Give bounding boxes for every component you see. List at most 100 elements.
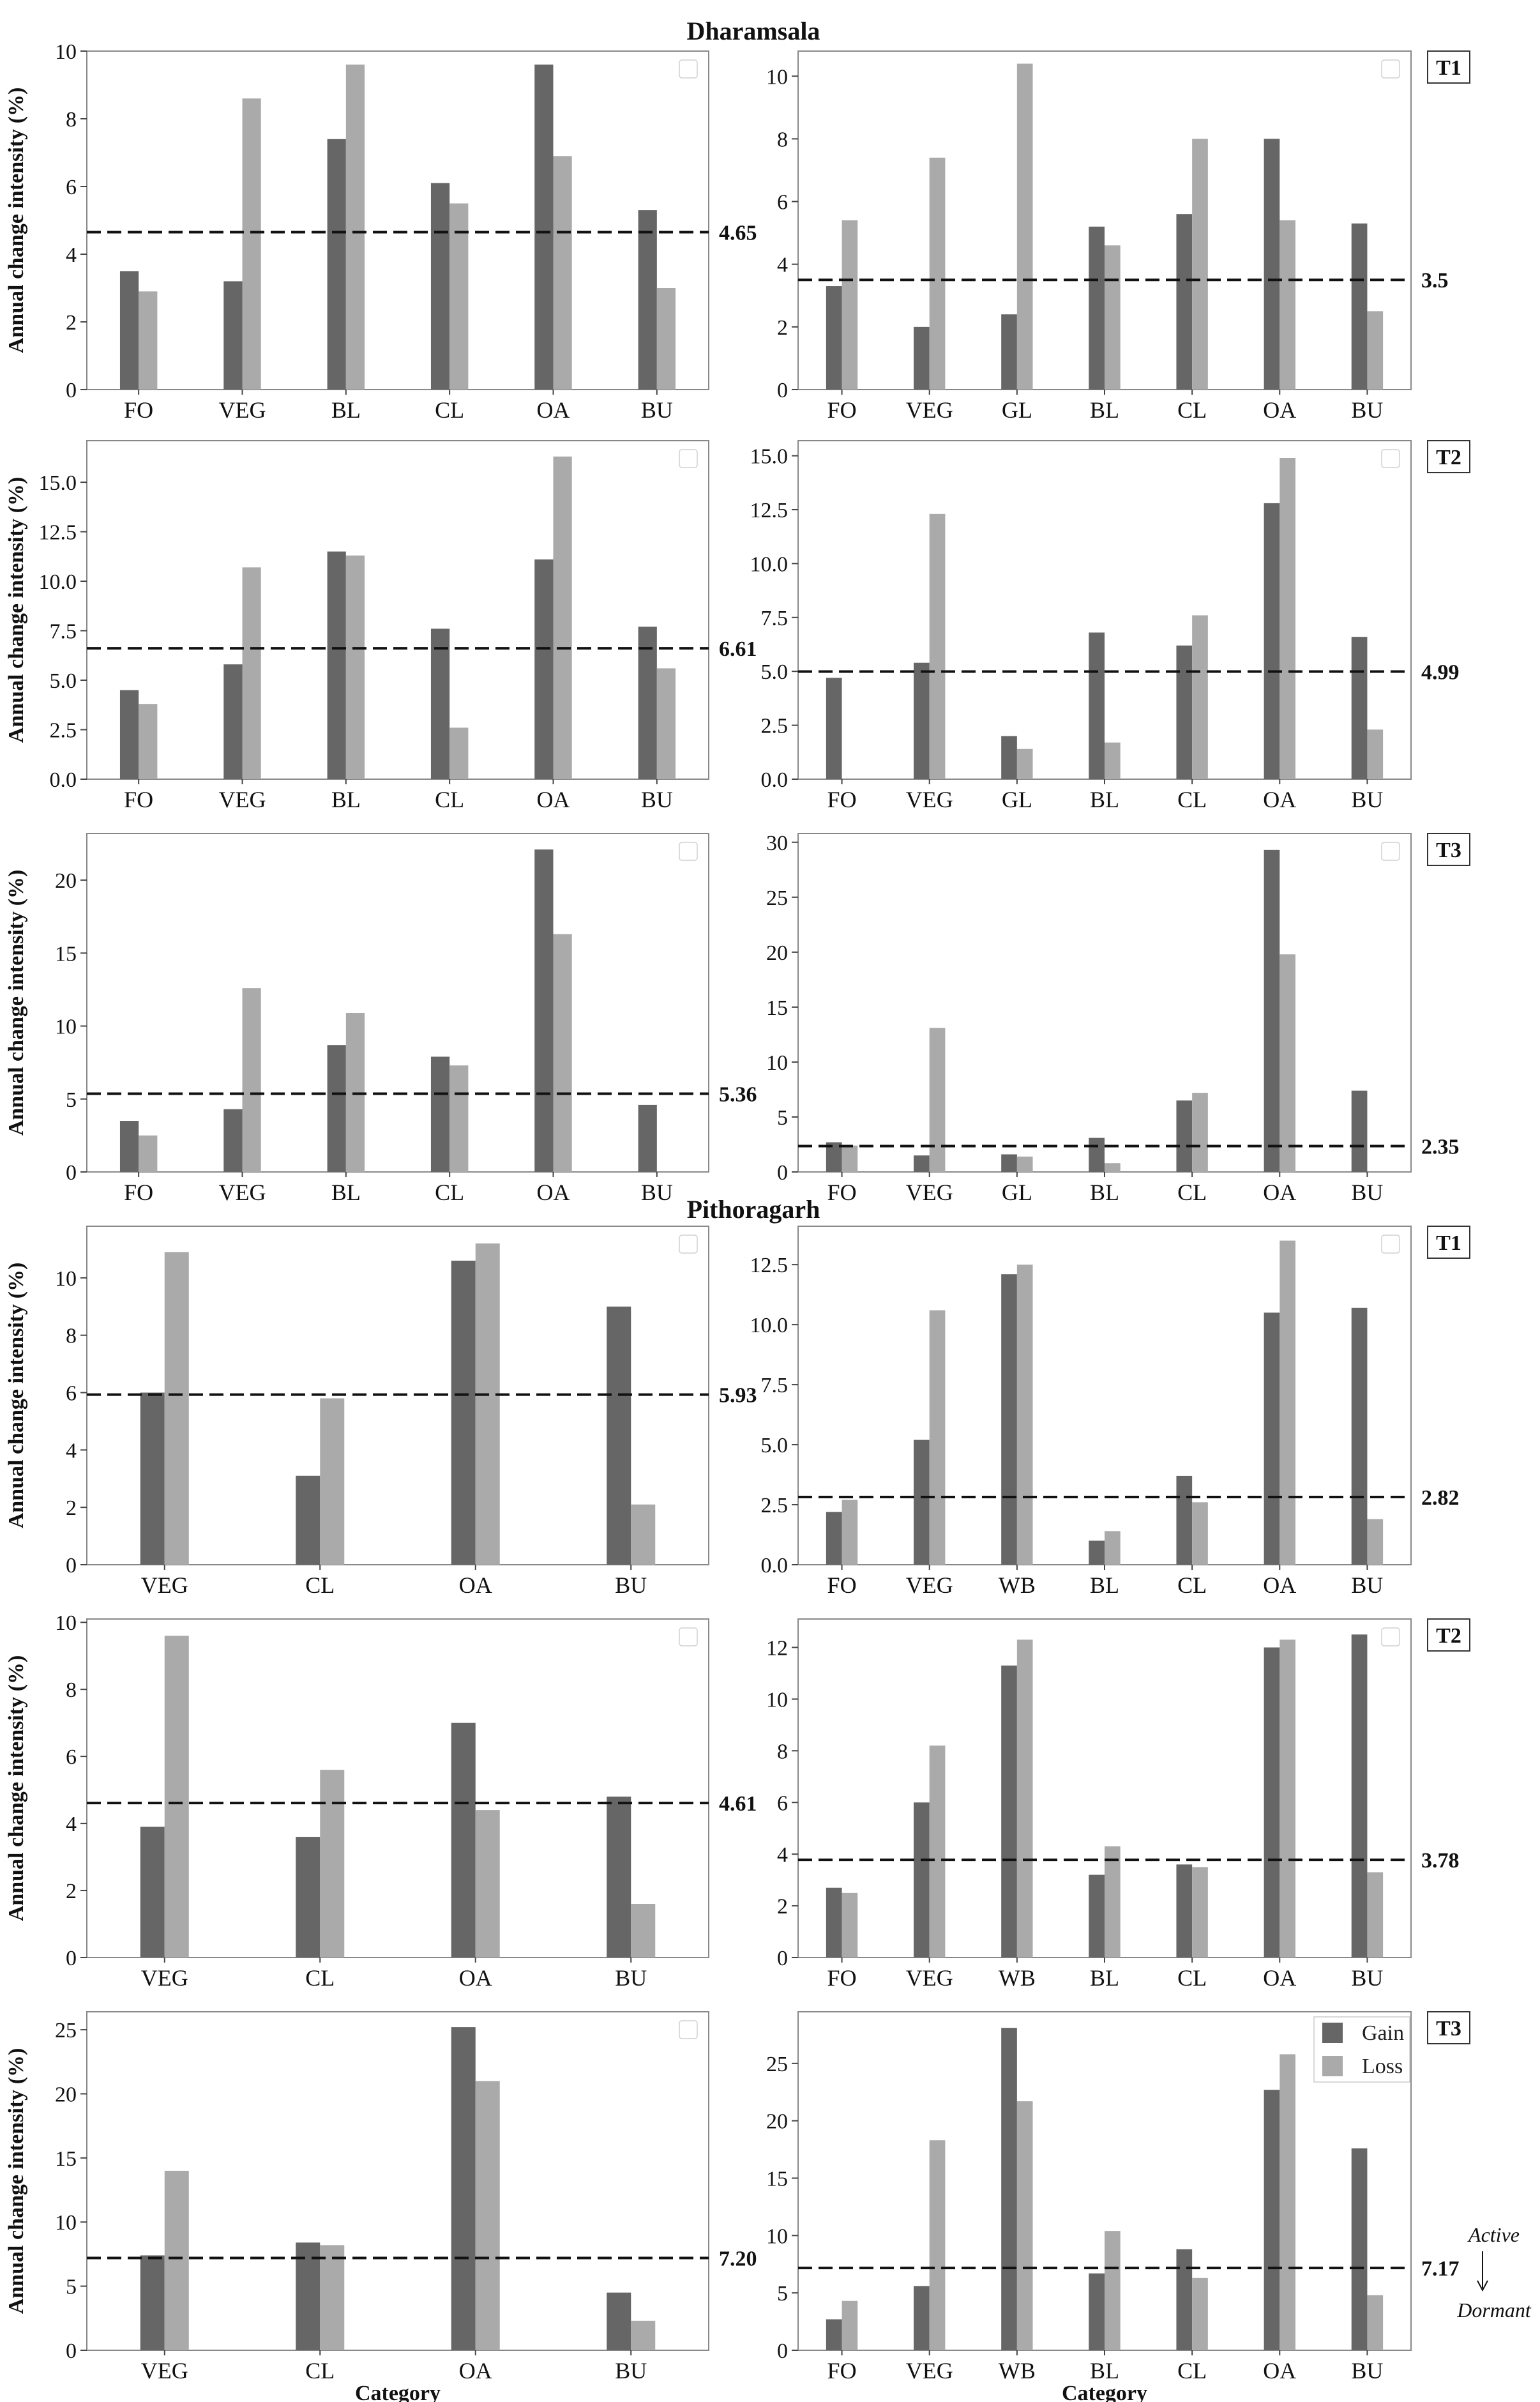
x-tick-label-cl: CL bbox=[1177, 1572, 1207, 1598]
bar-loss-bu bbox=[1367, 1519, 1384, 1565]
bar-loss-fo bbox=[842, 220, 858, 390]
x-tick-label-bl: BL bbox=[1090, 1965, 1119, 1991]
active-label: Active bbox=[1467, 2223, 1520, 2246]
bar-loss-bu bbox=[1367, 1872, 1384, 1957]
chart-dharamsala-t2-left: 0.0 2.5 5.0 7.5 10.0 12.5 15.0 FO VEG BL CL OA BU 6.6… bbox=[4, 440, 757, 812]
y-tick-label: 0.0 bbox=[761, 768, 789, 792]
bar-gain-fo bbox=[119, 690, 139, 779]
y-tick-label: 25 bbox=[766, 2053, 788, 2076]
y-tick-label: 10.0 bbox=[39, 570, 77, 594]
bar-loss-bl bbox=[1105, 1846, 1121, 1957]
bar-gain-oa bbox=[534, 65, 554, 390]
threshold-label: 6.61 bbox=[719, 637, 757, 661]
y-tick-label: 20 bbox=[55, 2083, 77, 2106]
x-tick-label-cl: CL bbox=[435, 787, 464, 812]
bar-gain-gl bbox=[1001, 1154, 1017, 1172]
y-tick-label: 0 bbox=[66, 379, 77, 402]
y-tick-label: 10.0 bbox=[750, 552, 789, 576]
bar-gain-bu bbox=[638, 210, 657, 390]
bar-gain-oa bbox=[1264, 1312, 1280, 1565]
bar-loss-wb bbox=[1016, 1639, 1033, 1957]
y-tick-label: 2 bbox=[777, 1895, 788, 1919]
plot-frame bbox=[86, 440, 709, 780]
bar-gain-bu bbox=[1351, 223, 1368, 390]
x-tick-label-gl: GL bbox=[1002, 787, 1032, 812]
bar-loss-cl bbox=[1192, 1867, 1208, 1957]
bar-gain-cl bbox=[430, 628, 450, 779]
y-tick-label: 8 bbox=[777, 1740, 788, 1763]
legend: Gain Loss bbox=[1313, 2016, 1410, 2083]
x-tick-label-fo: FO bbox=[827, 787, 857, 812]
x-tick-label-bu: BU bbox=[641, 1180, 673, 1205]
y-tick-label: 10 bbox=[766, 1688, 788, 1712]
x-tick-label-bl: BL bbox=[331, 397, 361, 423]
bar-loss-oa bbox=[553, 934, 572, 1172]
bar-gain-cl bbox=[296, 2242, 321, 2350]
x-tick-label-cl: CL bbox=[1177, 397, 1207, 423]
bar-gain-bu bbox=[1351, 1090, 1368, 1172]
bar-gain-fo bbox=[826, 286, 842, 390]
bar-gain-gl bbox=[1001, 736, 1017, 779]
bar-gain-cl bbox=[1176, 645, 1193, 779]
threshold-label: 5.36 bbox=[719, 1083, 757, 1107]
bar-gain-cl bbox=[1176, 1100, 1193, 1172]
period-box bbox=[1427, 50, 1470, 84]
bar-gain-veg bbox=[914, 1440, 930, 1565]
period-label-t3: T3 bbox=[1436, 839, 1461, 862]
bar-gain-oa bbox=[451, 1722, 476, 1957]
y-tick-label: 6 bbox=[777, 1791, 788, 1815]
region-title-pithoragarh: Pithoragarh bbox=[687, 1195, 820, 1224]
x-tick-label-oa: OA bbox=[537, 1180, 570, 1205]
bar-gain-cl bbox=[1176, 2249, 1193, 2350]
x-tick-label-oa: OA bbox=[1263, 1572, 1296, 1598]
bar-loss-fo bbox=[139, 291, 158, 390]
y-tick-label: 6 bbox=[66, 176, 77, 199]
empty-legend-box bbox=[1381, 449, 1400, 468]
bar-gain-cl bbox=[1176, 214, 1193, 390]
x-tick-label-cl: CL bbox=[435, 397, 464, 423]
bar-gain-veg bbox=[140, 2255, 165, 2350]
bar-loss-cl bbox=[1192, 1502, 1208, 1565]
bar-loss-fo bbox=[842, 2300, 858, 2350]
bar-gain-gl bbox=[1001, 314, 1017, 390]
bar-loss-veg bbox=[929, 1028, 946, 1172]
empty-legend-box bbox=[679, 59, 698, 79]
bar-loss-oa bbox=[1280, 1639, 1295, 1957]
period-box bbox=[1427, 833, 1470, 866]
bar-gain-bl bbox=[327, 1045, 346, 1172]
bar-loss-oa bbox=[1280, 1240, 1295, 1565]
threshold-label: 4.99 bbox=[1421, 661, 1460, 685]
bar-loss-bl bbox=[1105, 742, 1121, 779]
y-tick-label: 15.0 bbox=[750, 445, 789, 469]
bar-loss-oa bbox=[553, 456, 572, 779]
x-tick-label-cl: CL bbox=[1177, 787, 1207, 812]
bar-loss-gl bbox=[1016, 1156, 1033, 1172]
bar-loss-wb bbox=[1016, 2101, 1033, 2350]
bar-loss-bu bbox=[1367, 311, 1384, 390]
chart-dharamsala-t1-left: 0 2 4 6 8 10 FO VEG BL CL OA BU 4.65 Annual change in… bbox=[4, 40, 757, 423]
bar-loss-fo bbox=[842, 1500, 858, 1565]
y-tick-label: 0.0 bbox=[761, 1554, 789, 1577]
bar-loss-cl bbox=[1192, 139, 1208, 390]
y-tick-label: 0 bbox=[66, 1554, 77, 1577]
period-box bbox=[1427, 440, 1470, 473]
bar-loss-bu bbox=[631, 1904, 656, 1957]
bar-gain-bl bbox=[1089, 632, 1105, 779]
bar-loss-bl bbox=[345, 1012, 365, 1172]
bar-loss-cl bbox=[449, 203, 469, 390]
y-tick-label: 5.0 bbox=[761, 660, 789, 684]
x-tick-label-bu: BU bbox=[641, 397, 673, 423]
bar-gain-veg bbox=[914, 1155, 930, 1172]
period-label-t1: T1 bbox=[1436, 1231, 1461, 1255]
x-tick-label-bl: BL bbox=[331, 787, 361, 812]
y-tick-label: 2 bbox=[66, 1496, 77, 1520]
chart-pithoragarh-t3-right: 0 5 10 15 20 25 FO VEG WB BL CL OA BU 7.17 Category T3 bbox=[766, 2011, 1470, 2402]
y-tick-label: 5 bbox=[777, 1106, 788, 1130]
y-tick-label: 10 bbox=[766, 65, 788, 89]
panels: 0 2 4 6 8 10 FO VEG BL CL OA BU 4.65 Annual change in… bbox=[4, 40, 1470, 2402]
y-tick-label: 2 bbox=[66, 1880, 77, 1903]
period-box bbox=[1427, 2011, 1470, 2044]
x-tick-label-oa: OA bbox=[537, 397, 570, 423]
bar-gain-bl bbox=[1089, 226, 1105, 390]
empty-legend-box bbox=[1381, 842, 1400, 861]
